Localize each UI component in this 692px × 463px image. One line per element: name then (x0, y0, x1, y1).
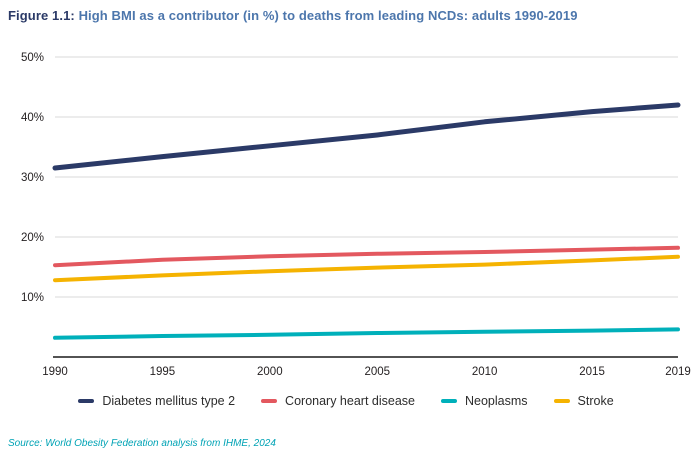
series-line-stroke (53, 254, 680, 283)
legend-label: Stroke (577, 394, 614, 408)
legend-item-neoplasms: Neoplasms (440, 394, 528, 408)
series-line-coronary-heart-disease (53, 245, 680, 268)
series-line-neoplasms (53, 327, 680, 340)
x-tick-label: 2019 (665, 366, 691, 378)
series-line-diabetes-mellitus-type-2 (52, 102, 681, 171)
legend-swatch-neoplasms (440, 399, 457, 403)
x-tick-label: 2010 (472, 366, 498, 378)
legend-item-diabetes-mellitus-type-2: Diabetes mellitus type 2 (78, 394, 235, 408)
legend-label: Coronary heart disease (285, 394, 415, 408)
legend-swatch-diabetes-mellitus-type-2 (78, 399, 95, 403)
legend-label: Neoplasms (464, 394, 528, 408)
line-chart: 10% 20% 30% 40% 50% 1990 1995 2000 2005 2010 2015 2… (21, 52, 691, 378)
y-tick-label: 10% (21, 292, 44, 304)
legend-item-coronary-heart-disease: Coronary heart disease (261, 394, 415, 408)
legend-swatch-coronary-heart-disease (261, 399, 278, 403)
chart-legend: Diabetes mellitus type 2 Coronary heart d… (0, 394, 692, 408)
x-tick-label: 2015 (579, 366, 605, 378)
x-tick-label: 2005 (364, 366, 390, 378)
legend-label: Diabetes mellitus type 2 (102, 394, 236, 408)
x-tick-label: 1995 (150, 366, 176, 378)
y-tick-label: 20% (21, 232, 44, 244)
x-tick-label: 1990 (42, 366, 68, 378)
legend-item-stroke: Stroke (553, 394, 614, 408)
figure-number: Figure 1.1: (8, 8, 75, 23)
y-tick-label: 30% (21, 172, 44, 184)
figure-title: Figure 1.1: High BMI as a contributor (i… (8, 8, 578, 23)
x-tick-label: 2000 (257, 366, 283, 378)
figure-title-text: High BMI as a contributor (in %) to deat… (78, 8, 578, 23)
y-tick-label: 40% (21, 112, 44, 124)
source-note: Source: World Obesity Federation analysi… (8, 438, 276, 449)
legend-swatch-stroke (553, 399, 570, 403)
y-tick-label: 50% (21, 52, 44, 64)
